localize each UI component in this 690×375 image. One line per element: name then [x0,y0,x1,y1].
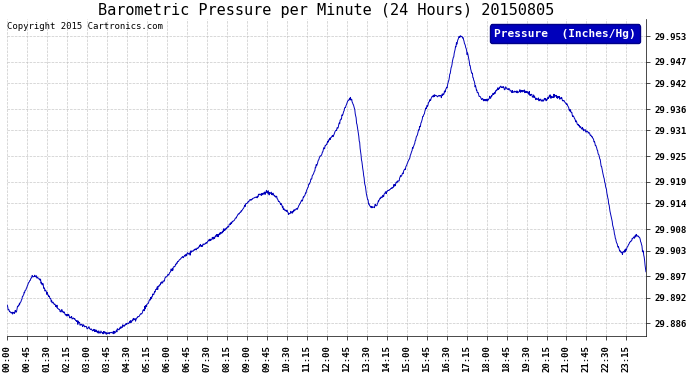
Legend: Pressure  (Inches/Hg): Pressure (Inches/Hg) [490,24,640,44]
Title: Barometric Pressure per Minute (24 Hours) 20150805: Barometric Pressure per Minute (24 Hours… [99,3,555,18]
Text: Copyright 2015 Cartronics.com: Copyright 2015 Cartronics.com [8,22,163,31]
